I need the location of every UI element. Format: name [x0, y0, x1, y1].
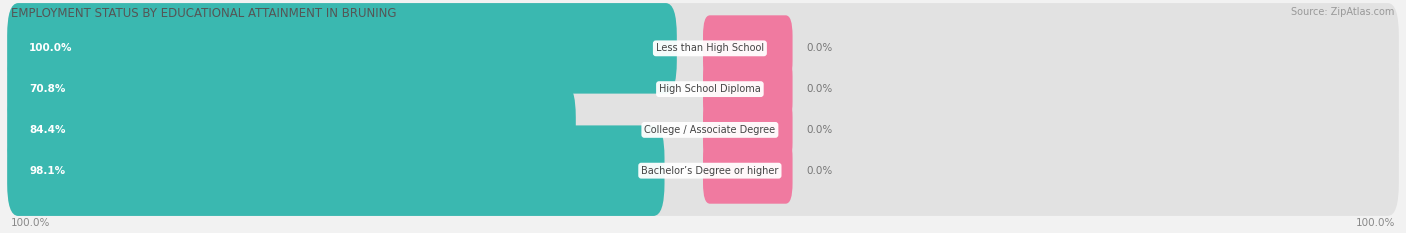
Text: 0.0%: 0.0% — [807, 125, 832, 135]
FancyBboxPatch shape — [7, 125, 665, 216]
FancyBboxPatch shape — [7, 44, 488, 134]
Text: Less than High School: Less than High School — [655, 43, 763, 53]
Text: College / Associate Degree: College / Associate Degree — [644, 125, 776, 135]
Text: 98.1%: 98.1% — [30, 166, 65, 176]
Text: 0.0%: 0.0% — [807, 166, 832, 176]
Text: 100.0%: 100.0% — [1355, 218, 1395, 228]
FancyBboxPatch shape — [703, 97, 793, 163]
Text: Bachelor’s Degree or higher: Bachelor’s Degree or higher — [641, 166, 779, 176]
FancyBboxPatch shape — [703, 138, 793, 204]
Text: 70.8%: 70.8% — [30, 84, 66, 94]
Text: 0.0%: 0.0% — [807, 43, 832, 53]
FancyBboxPatch shape — [7, 3, 1399, 94]
Text: Source: ZipAtlas.com: Source: ZipAtlas.com — [1291, 7, 1395, 17]
FancyBboxPatch shape — [703, 56, 793, 122]
FancyBboxPatch shape — [7, 125, 1399, 216]
Text: 84.4%: 84.4% — [30, 125, 66, 135]
Text: 100.0%: 100.0% — [11, 218, 51, 228]
Text: High School Diploma: High School Diploma — [659, 84, 761, 94]
FancyBboxPatch shape — [7, 85, 1399, 175]
FancyBboxPatch shape — [7, 85, 576, 175]
FancyBboxPatch shape — [7, 3, 676, 94]
Legend: In Labor Force, Unemployed: In Labor Force, Unemployed — [610, 230, 796, 233]
Text: 100.0%: 100.0% — [30, 43, 73, 53]
FancyBboxPatch shape — [703, 15, 793, 81]
FancyBboxPatch shape — [7, 44, 1399, 134]
Text: 0.0%: 0.0% — [807, 84, 832, 94]
Text: EMPLOYMENT STATUS BY EDUCATIONAL ATTAINMENT IN BRUNING: EMPLOYMENT STATUS BY EDUCATIONAL ATTAINM… — [11, 7, 396, 20]
